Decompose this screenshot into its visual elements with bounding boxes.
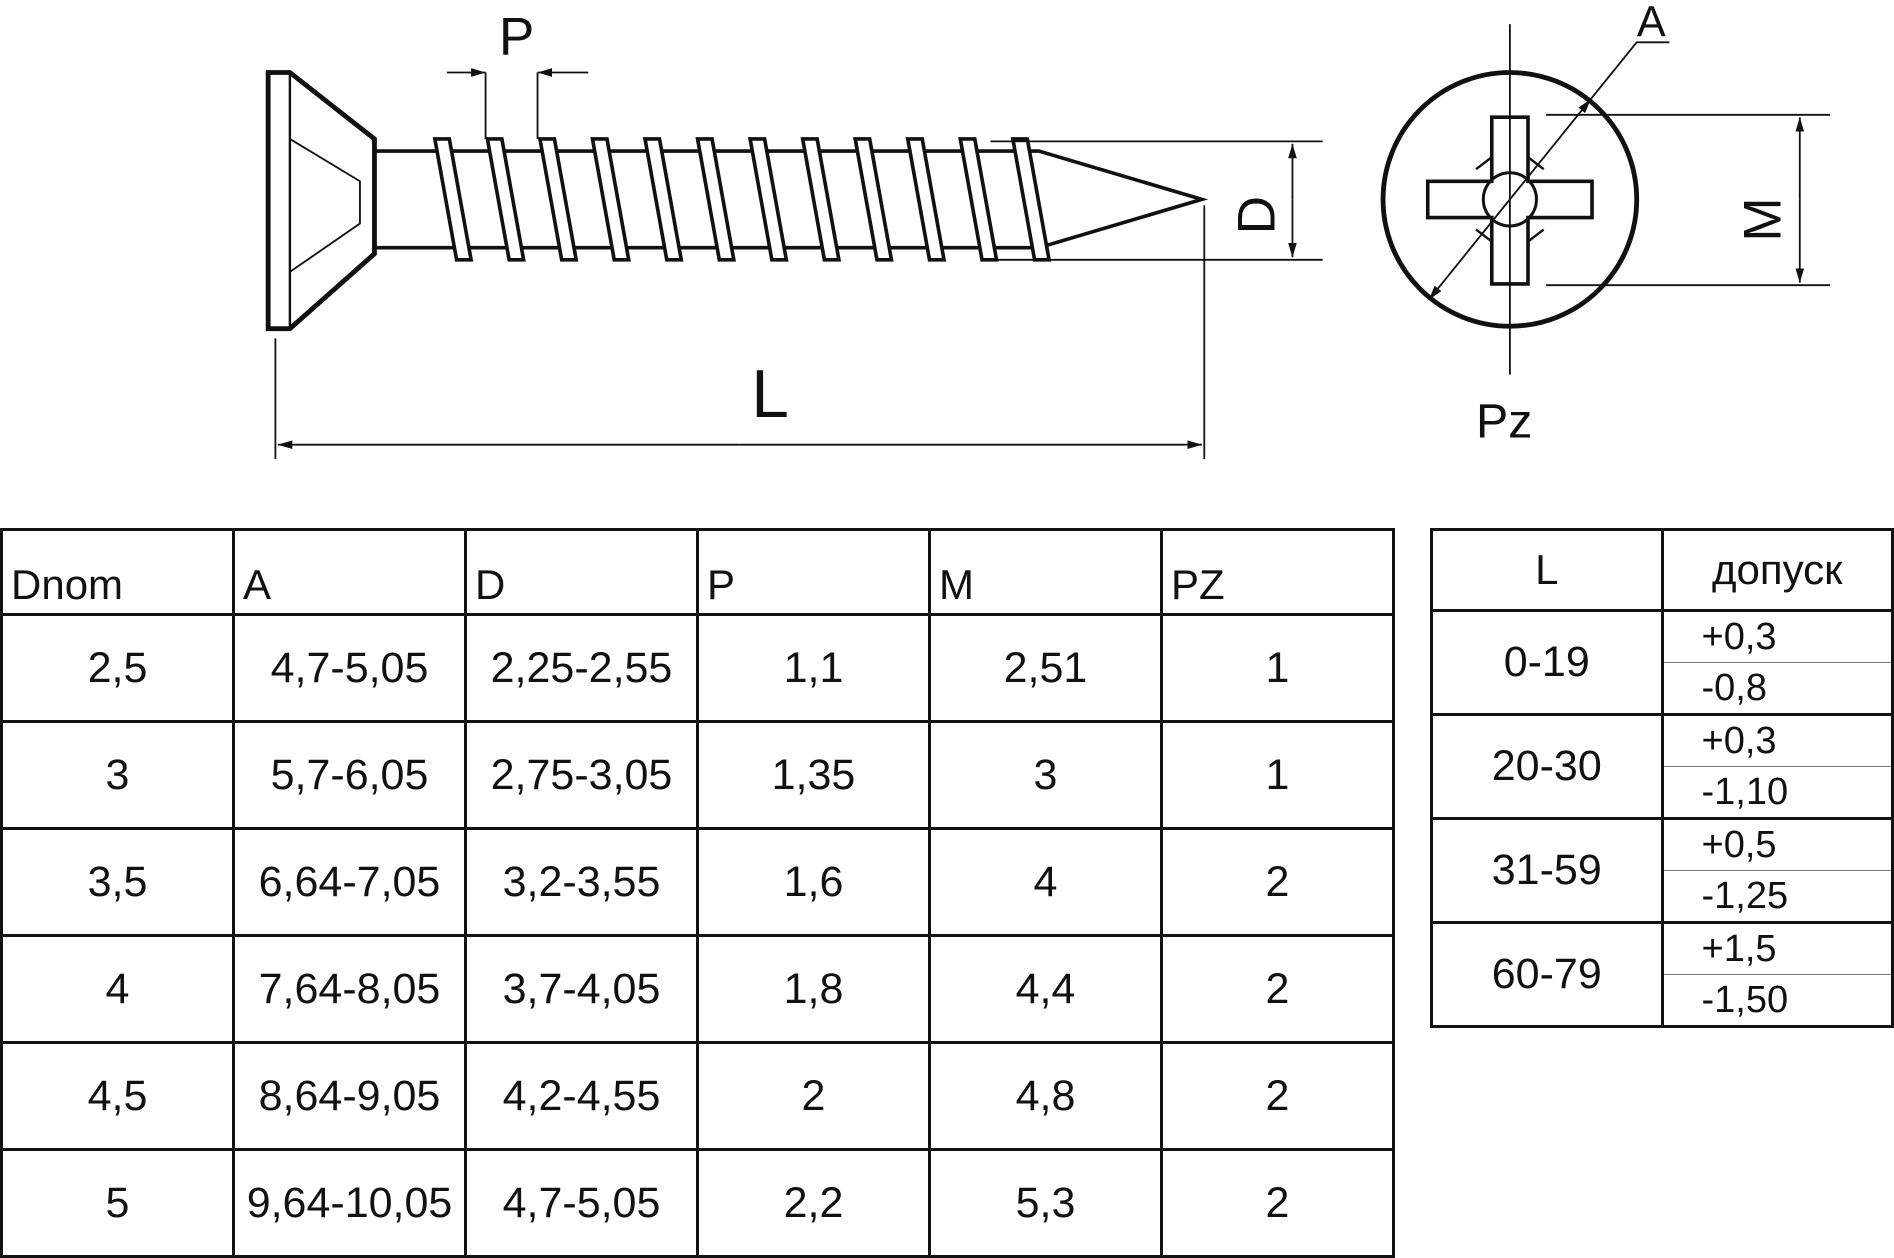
thread: [590, 137, 631, 262]
screw-head: [265, 70, 377, 332]
table-cell: 3: [928, 720, 1163, 830]
table-cell: 1,8: [696, 934, 931, 1044]
table-cell: 4: [928, 827, 1163, 937]
table-cell: 2,25-2,55: [464, 613, 699, 723]
tolerance-plus: +0,3: [1660, 713, 1894, 767]
thread: [958, 137, 999, 262]
screw-side-view: [265, 70, 1209, 332]
table-row: -1,50: [1432, 974, 1894, 1028]
table-cell: 2: [1160, 827, 1395, 937]
label-head-diameter: A: [1637, 0, 1666, 46]
header-tolerance: допуск: [1660, 528, 1894, 612]
tolerance-minus: -0,8: [1660, 662, 1894, 716]
table-cell: 6,64-7,05: [232, 827, 467, 937]
label-length: L: [751, 357, 789, 432]
table-cell: 1,1: [696, 613, 931, 723]
thread: [747, 137, 789, 262]
screw-drawing: P D L A M Pz: [265, 0, 1830, 460]
table-cell: 1: [1160, 613, 1395, 723]
table-row: 3 5,7-6,05 2,75-3,05 1,35 3 1: [0, 720, 1395, 830]
table-cell: 1,6: [696, 827, 931, 937]
header-a: A: [232, 528, 467, 616]
table-cell: 5,3: [928, 1148, 1163, 1258]
length-range: 20-30: [1430, 713, 1664, 820]
label-diameter: D: [1227, 196, 1286, 234]
table-cell: 4,4: [928, 934, 1163, 1044]
table-row: 4 7,64-8,05 3,7-4,05 1,8 4,4 2: [0, 934, 1395, 1044]
table-cell: 2,51: [928, 613, 1163, 723]
length-range: 60-79: [1430, 921, 1664, 1028]
table-cell: 1,35: [696, 720, 931, 830]
dimensions-table: Dnom A D P M PZ 2,5 4,7-5,05 2,25-2,55 1,1 2,51 1 3…: [0, 528, 1395, 1258]
tolerance-plus: +1,5: [1660, 921, 1894, 975]
tolerance-minus: -1,25: [1660, 870, 1894, 924]
thread: [432, 137, 474, 262]
table-row: 31-59 +0,5: [1430, 817, 1894, 924]
tolerance-plus: +0,5: [1660, 817, 1894, 871]
thread: [537, 137, 579, 262]
table-cell: 4,8: [928, 1041, 1163, 1151]
table-cell: 4: [0, 934, 235, 1044]
table-cell: 3,7-4,05: [464, 934, 699, 1044]
tolerance-minus: -1,50: [1660, 974, 1894, 1028]
label-pitch: P: [499, 7, 534, 66]
thread: [642, 137, 684, 262]
thread: [1010, 137, 1052, 262]
table-cell: 3,5: [0, 827, 235, 937]
table-cell: 3: [0, 720, 235, 830]
table-cell: 1: [1160, 720, 1395, 830]
table-row: -1,10: [1432, 766, 1894, 820]
tolerance-plus: +0,3: [1660, 609, 1894, 663]
length-tolerance-table: L допуск 0-19 +0,3 -0,8 20-30 +0,3 -1,10 31-59…: [1430, 528, 1894, 1028]
table-cell: 9,64-10,05: [232, 1148, 467, 1258]
label-recess-width: M: [1733, 197, 1792, 241]
header-m: M: [928, 528, 1163, 616]
thread: [800, 137, 842, 262]
table-cell: 4,7-5,05: [232, 613, 467, 723]
tolerance-minus: -1,10: [1660, 766, 1894, 820]
table-cell: 4,5: [0, 1041, 235, 1151]
thread: [485, 137, 526, 262]
table-cell: 2: [1160, 1148, 1395, 1258]
table-row: 3,5 6,64-7,05 3,2-3,55 1,6 4 2: [0, 827, 1395, 937]
header-d: D: [464, 528, 699, 616]
length-range: 0-19: [1430, 609, 1664, 716]
table-cell: 4,7-5,05: [464, 1148, 699, 1258]
table-row: 2,5 4,7-5,05 2,25-2,55 1,1 2,51 1: [0, 613, 1395, 723]
thread: [695, 137, 736, 262]
table-cell: 2,5: [0, 613, 235, 723]
header-length: L: [1430, 528, 1664, 612]
table-row: 5 9,64-10,05 4,7-5,05 2,2 5,3 2: [0, 1148, 1395, 1258]
table-cell: 7,64-8,05: [232, 934, 467, 1044]
table-row: 20-30 +0,3: [1430, 713, 1894, 820]
header-dnom: Dnom: [0, 528, 235, 616]
table-row: -0,8: [1432, 662, 1894, 716]
table-row: 4,5 8,64-9,05 4,2-4,55 2 4,8 2: [0, 1041, 1395, 1151]
table-cell: 3,2-3,55: [464, 827, 699, 937]
table-cell: 2: [696, 1041, 931, 1151]
recess-top-view: [1380, 24, 1830, 375]
length-range: 31-59: [1430, 817, 1664, 924]
thread: [853, 137, 894, 262]
header-pz: PZ: [1160, 528, 1395, 616]
table-cell: 2,75-3,05: [464, 720, 699, 830]
table-row: 60-79 +1,5: [1430, 921, 1894, 1028]
table-cell: 2: [1160, 1041, 1395, 1151]
thread: [905, 137, 947, 262]
label-drive: Pz: [1476, 394, 1532, 448]
header-p: P: [696, 528, 931, 616]
threads: [432, 137, 1052, 262]
table-cell: 2,2: [696, 1148, 931, 1258]
table-cell: 2: [1160, 934, 1395, 1044]
table-cell: 5: [0, 1148, 235, 1258]
table-row: -1,25: [1432, 870, 1894, 924]
table-cell: 8,64-9,05: [232, 1041, 467, 1151]
table-cell: 4,2-4,55: [464, 1041, 699, 1151]
table-row: 0-19 +0,3: [1430, 609, 1894, 716]
table-cell: 5,7-6,05: [232, 720, 467, 830]
dimensions: [274, 68, 1323, 460]
